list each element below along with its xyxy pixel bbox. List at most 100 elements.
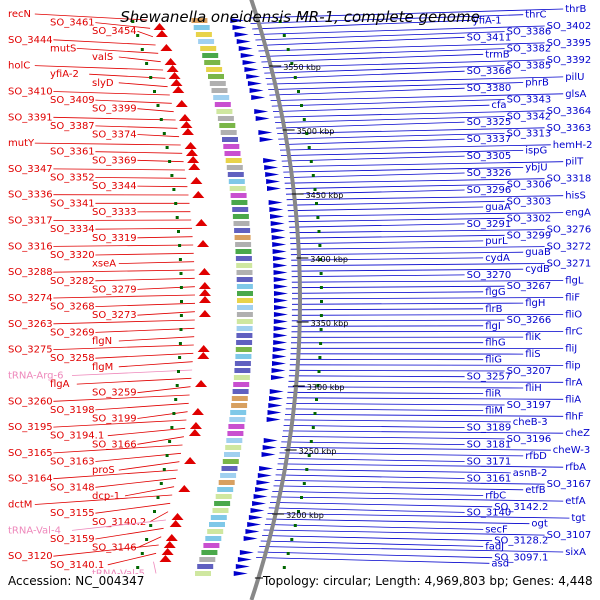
feature-tracks <box>153 18 288 576</box>
reverse-gene-mark <box>197 345 210 352</box>
label-connector <box>253 25 545 35</box>
gene-label-left: holC <box>8 61 30 72</box>
forward-gene-mark <box>269 207 284 212</box>
genome-backbone <box>249 0 303 600</box>
gene-label-right: pilU <box>565 72 584 83</box>
label-connector <box>288 212 564 217</box>
label-connector <box>270 93 564 101</box>
forward-gene-mark <box>238 46 253 51</box>
label-connector <box>259 48 505 57</box>
reverse-gene-mark <box>169 520 182 527</box>
feature-block <box>221 466 238 471</box>
label-connector <box>256 36 465 46</box>
feature-block <box>222 459 239 464</box>
feature-block <box>230 410 247 415</box>
label-connector <box>290 251 524 256</box>
label-connector <box>53 319 195 325</box>
feature-block <box>233 375 250 380</box>
reverse-gene-mark <box>197 352 210 359</box>
label-connector <box>291 268 524 272</box>
gene-label-left: SO_3146 <box>92 543 137 554</box>
gene-label-right: SO_3392 <box>547 55 592 66</box>
feature-block <box>214 102 231 107</box>
label-connector <box>95 477 177 488</box>
guide-dot <box>307 146 311 149</box>
gene-label-right: glsA <box>565 89 586 100</box>
guide-dot <box>178 244 182 247</box>
feature-block <box>217 487 234 492</box>
label-connector <box>290 246 545 250</box>
label-connector <box>34 494 173 505</box>
kbp-tick-label: 3200 kbp <box>286 511 324 520</box>
label-connector <box>266 518 530 525</box>
label-connector <box>53 419 187 428</box>
gene-label-right: rfbD <box>525 451 547 462</box>
gene-label-left: SO_3347 <box>8 164 53 175</box>
gene-label-left: SO_3120 <box>8 551 53 562</box>
reverse-gene-mark <box>197 240 210 247</box>
gene-label-left: xseA <box>92 259 116 270</box>
forward-gene-mark <box>258 130 273 135</box>
feature-block <box>227 431 244 436</box>
label-connector <box>268 507 465 513</box>
forward-gene-mark <box>261 452 276 457</box>
guide-dot <box>165 454 169 457</box>
label-connector <box>268 82 524 90</box>
gene-label-left: SO_3275 <box>8 345 53 356</box>
label-connector <box>279 144 551 151</box>
guide-dot <box>179 272 183 275</box>
label-connector <box>274 110 545 118</box>
gene-label-right: SO_3303 <box>507 196 552 207</box>
feature-block <box>219 123 236 128</box>
label-connector <box>291 297 564 300</box>
label-connector <box>286 397 564 400</box>
reverse-gene-mark <box>161 548 174 555</box>
gene-label-right: fliK <box>525 332 541 343</box>
gene-label-right: SO_3385 <box>507 61 552 72</box>
reverse-gene-mark <box>198 310 211 317</box>
guide-dot <box>159 118 163 121</box>
feature-block <box>234 228 251 233</box>
gene-label-right: SO_3395 <box>547 38 592 49</box>
guide-dot <box>311 426 315 429</box>
gene-label-left: SO_3195 <box>8 422 53 433</box>
gene-label-right: SO_3380 <box>467 83 512 94</box>
label-connector <box>137 436 184 445</box>
guide-dot <box>145 538 149 541</box>
label-connector <box>34 142 181 146</box>
label-connector <box>137 386 191 394</box>
gene-label-left: valS <box>92 52 113 63</box>
guide-dot <box>168 160 172 163</box>
guide-dot <box>302 118 306 121</box>
gene-label-left: SO_3399 <box>92 104 137 115</box>
reverse-gene-mark <box>155 30 168 37</box>
gene-label-right: SO_3337 <box>467 134 512 145</box>
guide-dot <box>315 398 318 401</box>
label-connector <box>287 200 505 206</box>
label-connector <box>137 236 193 239</box>
reverse-gene-mark <box>160 44 173 51</box>
label-connector <box>287 386 524 389</box>
gene-label-right: SO_3386 <box>507 27 552 38</box>
label-connector <box>71 369 193 376</box>
gene-label-right: SO_3196 <box>507 434 552 445</box>
gene-label-right: hisS <box>565 191 586 202</box>
gene-label-right: SO_3207 <box>507 366 552 377</box>
forward-gene-mark <box>237 557 252 562</box>
guide-dot <box>319 328 323 331</box>
label-connector <box>286 195 564 201</box>
label-connector <box>137 286 195 290</box>
guide-dot <box>178 258 182 261</box>
label-connector <box>291 308 484 311</box>
forward-gene-mark <box>273 326 288 331</box>
label-connector <box>291 257 484 261</box>
forward-gene-mark <box>259 137 274 142</box>
gene-label-right: engA <box>565 208 591 219</box>
feature-block <box>236 326 253 331</box>
gene-label-right: SO_3382 <box>507 44 552 55</box>
label-connector <box>95 22 151 29</box>
guide-dot <box>293 524 297 527</box>
gene-label-left: tRNA-Val-4 <box>8 525 61 536</box>
label-connector <box>137 108 174 113</box>
